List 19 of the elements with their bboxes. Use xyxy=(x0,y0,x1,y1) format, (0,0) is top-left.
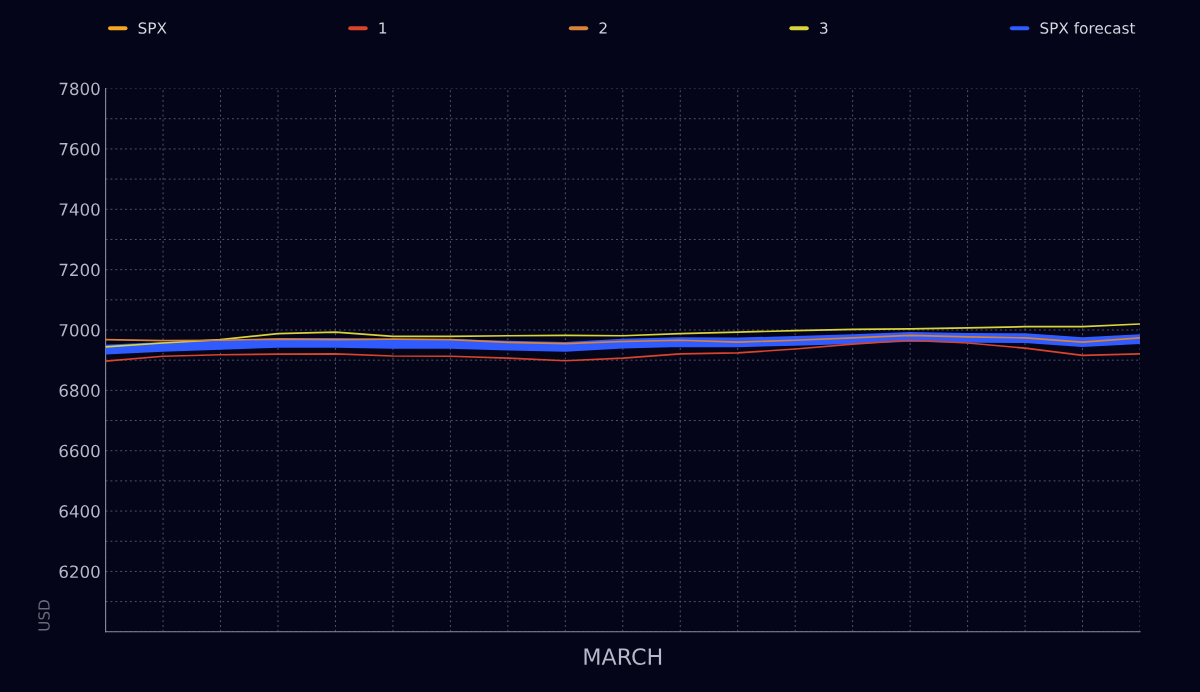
legend-label: 2 xyxy=(599,22,607,34)
y-tick-label: 6800 xyxy=(59,384,100,397)
y-tick-label: 7400 xyxy=(59,203,100,216)
y-tick-label: 7600 xyxy=(59,142,100,156)
y-tick-label: 7000 xyxy=(59,323,100,337)
y-tick-label: 7200 xyxy=(59,263,100,277)
line-series xyxy=(105,339,1140,362)
y-tick-label: 6600 xyxy=(59,444,100,458)
line-series xyxy=(105,334,1140,345)
line-series xyxy=(105,323,1140,348)
legend-label: 3 xyxy=(820,22,828,34)
legend-label: SPX xyxy=(138,22,167,34)
x-axis-title: MARCH xyxy=(584,648,662,665)
y-tick-label: 6200 xyxy=(59,565,100,579)
legend-label: 1 xyxy=(379,22,387,34)
y-tick-label: 6400 xyxy=(59,505,100,518)
y-tick-label: 7800 xyxy=(59,82,100,96)
legend-label: SPX forecast xyxy=(1040,22,1136,34)
y-axis-title: USD xyxy=(38,600,50,631)
